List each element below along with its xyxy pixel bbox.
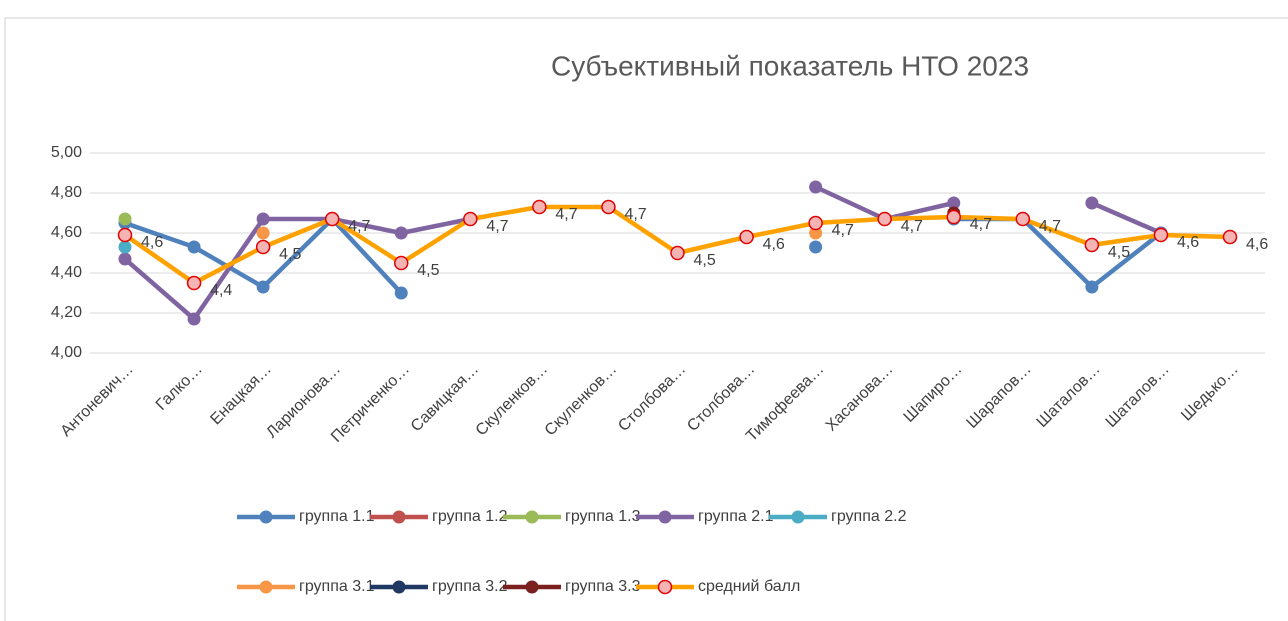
data-label: 4,7 — [624, 206, 646, 223]
data-point — [118, 252, 132, 266]
data-point — [256, 212, 270, 226]
y-tick-label: 4,60 — [51, 224, 82, 241]
legend-label: группа 2.1 — [698, 508, 774, 525]
data-point — [808, 215, 823, 231]
y-tick-label: 4,40 — [51, 264, 82, 281]
data-point — [809, 226, 823, 240]
data-label: 4,5 — [279, 246, 301, 263]
data-point — [255, 239, 271, 255]
data-label: 4,6 — [141, 234, 163, 251]
data-point — [1084, 237, 1100, 253]
legend-marker — [791, 510, 805, 524]
legend-marker — [525, 580, 539, 594]
data-point — [877, 211, 892, 227]
data-label: 4,7 — [348, 218, 370, 235]
legend-marker — [658, 510, 672, 524]
data-point — [1015, 211, 1031, 227]
data-point — [532, 199, 547, 215]
legend-label: группа 1.1 — [299, 508, 375, 525]
chart-border — [4, 17, 1288, 621]
data-point — [809, 180, 823, 194]
legend-label: группа 3.1 — [299, 578, 375, 595]
y-tick-label: 4,20 — [51, 304, 82, 321]
data-label: 4,6 — [763, 236, 785, 253]
y-tick-label: 4,00 — [51, 344, 82, 361]
y-tick-label: 5,00 — [51, 144, 82, 161]
data-point — [947, 196, 961, 210]
data-label: 4,5 — [1108, 244, 1130, 261]
data-point — [1153, 227, 1169, 243]
y-tick-label: 4,80 — [51, 184, 82, 201]
legend-marker — [259, 510, 273, 524]
data-point — [809, 240, 823, 254]
legend-marker — [259, 580, 273, 594]
data-point — [601, 199, 616, 215]
data-point — [187, 312, 201, 326]
data-label: 4,7 — [832, 222, 854, 239]
legend-marker — [525, 510, 539, 524]
series-line — [1090, 200, 1162, 236]
data-label: 4,6 — [1177, 234, 1199, 251]
data-point — [1222, 229, 1238, 245]
data-point — [739, 229, 754, 245]
series-line — [123, 216, 471, 322]
data-point — [394, 226, 408, 240]
data-label: 4,7 — [970, 216, 992, 233]
data-point — [256, 226, 270, 240]
data-label: 4,5 — [417, 262, 439, 279]
data-point — [187, 240, 201, 254]
data-point — [117, 227, 133, 243]
data-label: 4,7 — [1039, 218, 1061, 235]
legend-label: группа 1.2 — [432, 508, 508, 525]
data-point — [118, 240, 132, 254]
legend-label: группа 3.2 — [432, 578, 508, 595]
data-label: 4,7 — [901, 218, 923, 235]
data-point — [394, 255, 409, 271]
data-point — [186, 275, 202, 291]
legend-marker — [392, 580, 406, 594]
legend-label: группа 2.2 — [831, 508, 907, 525]
data-label: 4,7 — [486, 218, 508, 235]
data-label: 4,4 — [210, 282, 232, 299]
data-point — [463, 211, 478, 227]
legend-marker — [392, 510, 406, 524]
chart-title: Субъективный показатель НТО 2023 — [551, 50, 1029, 81]
data-point — [324, 211, 340, 227]
data-point — [394, 286, 408, 300]
data-point — [118, 212, 132, 226]
legend-label: группа 1.3 — [565, 508, 641, 525]
data-point — [1085, 280, 1099, 294]
data-label: 4,5 — [694, 252, 716, 269]
data-point — [670, 245, 685, 261]
data-point — [256, 280, 270, 294]
data-label: 4,6 — [1246, 236, 1268, 253]
legend-label: группа 3.3 — [565, 578, 641, 595]
data-label: 4,7 — [555, 206, 577, 223]
legend-label: средний балл — [698, 578, 800, 595]
data-point — [1085, 196, 1099, 210]
data-point — [946, 209, 961, 225]
legend-marker — [657, 579, 673, 595]
